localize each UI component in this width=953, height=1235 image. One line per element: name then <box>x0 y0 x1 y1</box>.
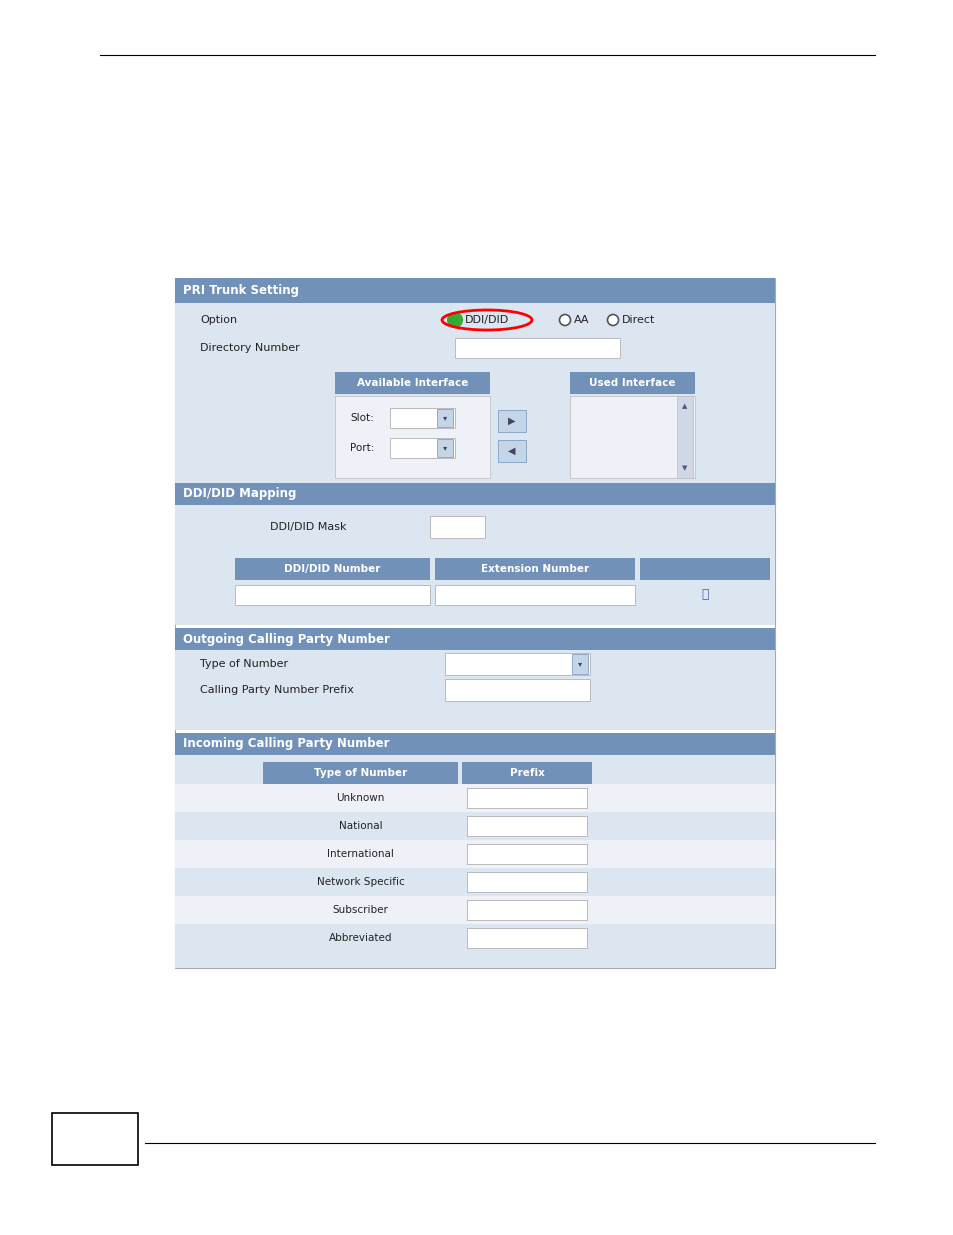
FancyBboxPatch shape <box>174 784 774 811</box>
Circle shape <box>607 315 618 326</box>
FancyBboxPatch shape <box>461 762 592 784</box>
Text: ▶: ▶ <box>508 416 516 426</box>
Text: Used Interface: Used Interface <box>589 378 675 388</box>
FancyBboxPatch shape <box>497 440 525 462</box>
FancyBboxPatch shape <box>455 338 619 358</box>
Text: Outgoing Calling Party Number: Outgoing Calling Party Number <box>183 632 390 646</box>
FancyBboxPatch shape <box>174 897 774 924</box>
Text: Subscriber: Subscriber <box>333 905 388 915</box>
Text: Slot C: Slot C <box>395 412 423 424</box>
FancyBboxPatch shape <box>174 924 774 952</box>
Text: DDI/DID Number: DDI/DID Number <box>284 564 380 574</box>
FancyBboxPatch shape <box>174 755 774 968</box>
Text: Option: Option <box>200 315 237 325</box>
Text: ▲: ▲ <box>681 403 687 409</box>
Text: International: International <box>327 848 394 860</box>
Text: PRI Trunk Setting: PRI Trunk Setting <box>183 284 298 296</box>
FancyBboxPatch shape <box>639 558 769 580</box>
FancyBboxPatch shape <box>467 816 586 836</box>
FancyBboxPatch shape <box>174 840 774 868</box>
FancyBboxPatch shape <box>174 650 774 730</box>
Text: Type of Number: Type of Number <box>200 659 288 669</box>
FancyBboxPatch shape <box>444 679 589 701</box>
FancyBboxPatch shape <box>467 872 586 892</box>
FancyBboxPatch shape <box>335 372 490 394</box>
FancyBboxPatch shape <box>174 868 774 897</box>
FancyBboxPatch shape <box>467 788 586 808</box>
FancyBboxPatch shape <box>467 900 586 920</box>
FancyBboxPatch shape <box>174 278 774 303</box>
FancyBboxPatch shape <box>174 629 774 650</box>
Text: DDI/DID: DDI/DID <box>464 315 509 325</box>
Text: Directory Number: Directory Number <box>200 343 299 353</box>
FancyBboxPatch shape <box>569 372 695 394</box>
Text: Slot:: Slot: <box>350 412 374 424</box>
FancyBboxPatch shape <box>390 408 455 429</box>
Text: ▾: ▾ <box>442 443 447 452</box>
Text: AA: AA <box>574 315 589 325</box>
FancyBboxPatch shape <box>435 558 635 580</box>
Text: DDI/DID Mapping: DDI/DID Mapping <box>183 488 296 500</box>
Text: Port:: Port: <box>350 443 374 453</box>
FancyBboxPatch shape <box>174 278 774 968</box>
Text: Calling Party Number Prefix: Calling Party Number Prefix <box>200 685 354 695</box>
Text: Type of Number: Type of Number <box>314 768 407 778</box>
FancyBboxPatch shape <box>467 927 586 948</box>
FancyBboxPatch shape <box>174 734 774 755</box>
Text: Incoming Calling Party Number: Incoming Calling Party Number <box>183 737 389 751</box>
FancyBboxPatch shape <box>435 585 635 605</box>
FancyBboxPatch shape <box>444 653 589 676</box>
Text: ⧉: ⧉ <box>700 589 708 601</box>
Text: ▼: ▼ <box>681 466 687 471</box>
Text: Direct: Direct <box>621 315 655 325</box>
FancyBboxPatch shape <box>569 396 695 478</box>
FancyBboxPatch shape <box>467 844 586 864</box>
Text: Available Interface: Available Interface <box>356 378 468 388</box>
Text: National: National <box>338 821 382 831</box>
FancyBboxPatch shape <box>497 410 525 432</box>
FancyBboxPatch shape <box>174 811 774 840</box>
Text: Abbreviated: Abbreviated <box>329 932 392 944</box>
Text: Network Specific: Network Specific <box>316 877 404 887</box>
FancyBboxPatch shape <box>677 396 692 478</box>
FancyBboxPatch shape <box>174 483 774 505</box>
FancyBboxPatch shape <box>572 655 587 674</box>
FancyBboxPatch shape <box>335 396 490 478</box>
Text: ◀: ◀ <box>508 446 516 456</box>
Text: Unknown: Unknown <box>336 793 384 803</box>
Text: DDI/DID Mask: DDI/DID Mask <box>270 522 346 532</box>
FancyBboxPatch shape <box>234 558 430 580</box>
FancyBboxPatch shape <box>174 505 774 625</box>
Text: Port 1: Port 1 <box>395 443 423 453</box>
Text: ▾: ▾ <box>442 414 447 422</box>
FancyBboxPatch shape <box>430 516 484 538</box>
Text: ▾: ▾ <box>578 659 581 668</box>
FancyBboxPatch shape <box>174 303 774 483</box>
Circle shape <box>449 315 460 326</box>
FancyBboxPatch shape <box>436 409 453 427</box>
FancyBboxPatch shape <box>390 438 455 458</box>
FancyBboxPatch shape <box>436 438 453 457</box>
Circle shape <box>558 315 570 326</box>
FancyBboxPatch shape <box>234 585 430 605</box>
Text: Prefix: Prefix <box>509 768 544 778</box>
FancyBboxPatch shape <box>263 762 457 784</box>
Text: Extension Number: Extension Number <box>480 564 588 574</box>
FancyBboxPatch shape <box>52 1113 138 1165</box>
